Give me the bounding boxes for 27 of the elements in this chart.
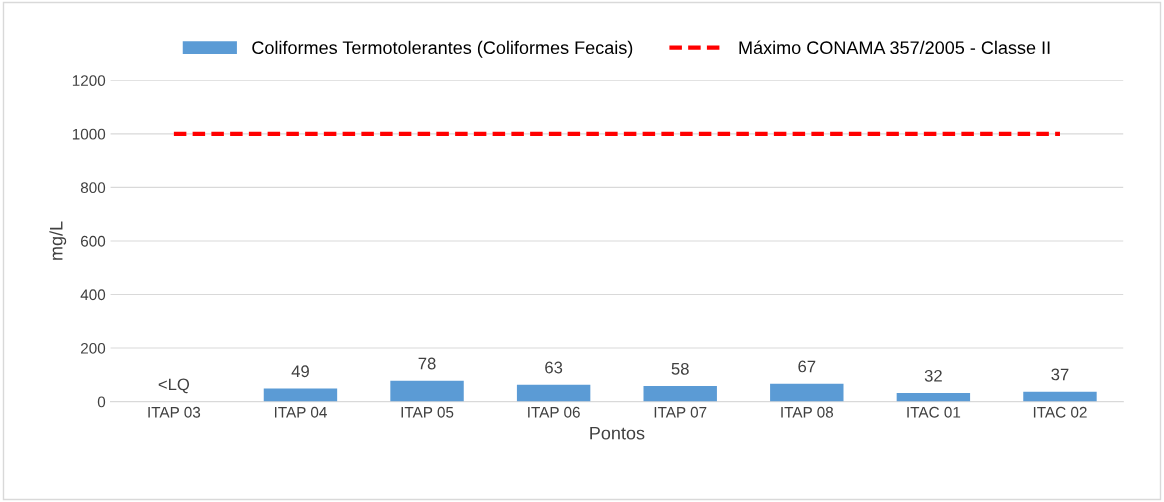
y-tick-label: 800 <box>80 182 106 194</box>
x-tick-label: ITAP 03 <box>148 406 201 418</box>
data-label: 58 <box>671 362 689 375</box>
data-label: 63 <box>545 361 563 374</box>
x-tick-label: ITAC 02 <box>1033 406 1087 418</box>
data-label: 78 <box>418 357 436 370</box>
y-tick-label: 200 <box>81 342 106 354</box>
y-tick-label: 600 <box>81 235 106 247</box>
y-tick-label: 1000 <box>72 128 106 140</box>
data-label: 32 <box>924 369 942 382</box>
y-tick-label: 400 <box>80 289 106 301</box>
legend-label: Coliformes Termotolerantes (Coliformes Fecais) <box>252 40 633 58</box>
x-tick-label: ITAP 06 <box>528 406 580 418</box>
x-tick-label: ITAC 01 <box>907 406 961 418</box>
data-label: 49 <box>291 365 309 378</box>
y-tick-label: 1200 <box>72 75 106 87</box>
x-tick-label: ITAP 08 <box>781 406 834 418</box>
x-tick-label: ITAP 07 <box>654 406 707 418</box>
x-tick-label: ITAP 05 <box>401 406 454 418</box>
y-tick-label: 0 <box>97 396 106 408</box>
x-axis-title: Pontos <box>590 426 645 440</box>
data-label: 67 <box>798 360 816 373</box>
legend-label: Máximo CONAMA 357/2005 - Classe II <box>739 40 1050 55</box>
text: <LQ <box>158 378 190 394</box>
y-axis-title: mg/L <box>49 221 67 260</box>
x-tick-label: ITAP 04 <box>274 406 327 418</box>
data-label: 37 <box>1051 368 1069 381</box>
